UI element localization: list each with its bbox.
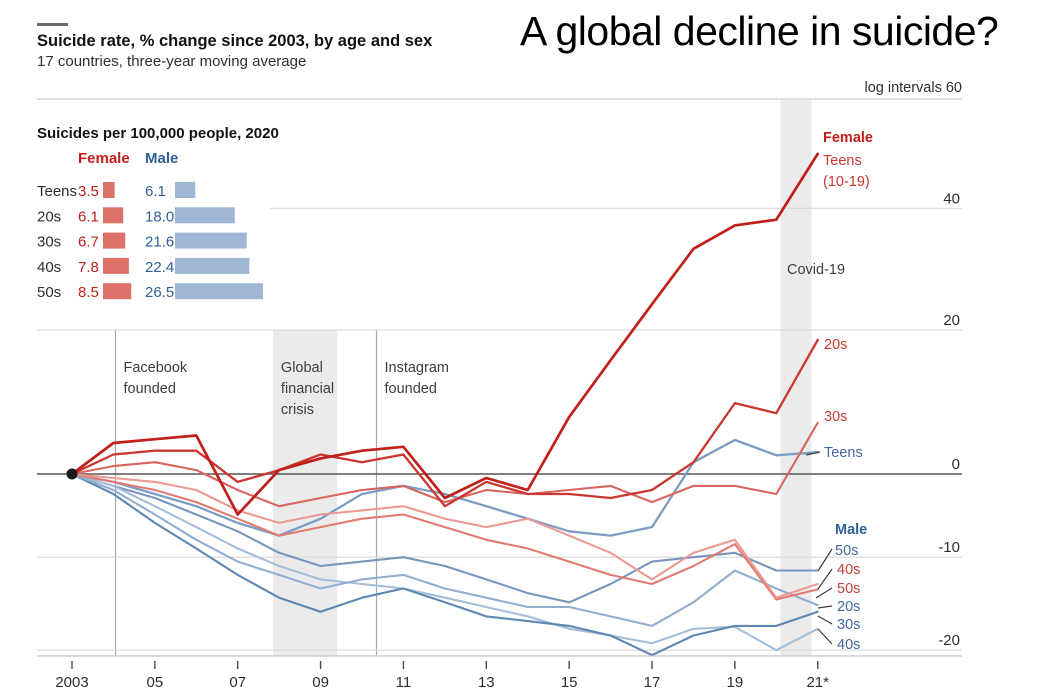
- label-leader-4: [817, 615, 833, 625]
- legend-male-value-Teens: 6.1: [145, 183, 166, 200]
- legend-female-value-30s: 6.7: [78, 234, 99, 251]
- legend-male-value-30s: 21.6: [145, 234, 174, 251]
- event-label-1-2: crisis: [281, 402, 314, 418]
- series-male-male-20s: [70, 472, 819, 627]
- event-label-0-1: founded: [124, 381, 176, 397]
- series-label-7-male: Male: [835, 522, 867, 538]
- xtick-label-11: 11: [396, 674, 412, 691]
- series-male-male-30s: [70, 472, 819, 657]
- series-female-female-30s: [70, 421, 819, 508]
- xtick-label-19: 19: [727, 674, 744, 691]
- ytick-40: 40: [943, 190, 960, 207]
- legend-female-value-50s: 8.5: [78, 284, 99, 301]
- legend-male-bar-30s: [175, 232, 247, 249]
- event-label-1-1: financial: [281, 381, 334, 397]
- legend-title: Suicides per 100,000 people, 2020: [37, 125, 279, 142]
- legend-male-bar-20s: [175, 207, 235, 224]
- label-leader-1: [817, 568, 833, 590]
- legend-male-value-20s: 18.0: [145, 208, 174, 225]
- xtick-label-07: 07: [229, 674, 246, 691]
- legend-female-header: Female: [78, 150, 130, 167]
- series-label-11-20s: 20s: [837, 599, 860, 615]
- series-label-8-50s: 50s: [835, 543, 858, 559]
- legend-row-label-20s: 20s: [37, 208, 61, 225]
- series-label-6-teens: Teens: [824, 445, 863, 461]
- legend-male-bar-Teens: [175, 182, 196, 198]
- series-label-9-40s: 40s: [837, 562, 860, 578]
- legend-row-label-40s: 40s: [37, 259, 61, 276]
- series-label-4-20s: 20s: [824, 337, 847, 353]
- label-leader-5: [817, 628, 833, 645]
- series-female-female-20s: [70, 338, 819, 508]
- legend-female-bar-Teens: [103, 182, 115, 198]
- xtick-label-15: 15: [561, 674, 578, 691]
- legend-female-value-40s: 7.8: [78, 259, 99, 276]
- xtick-label-2003: 2003: [55, 674, 88, 691]
- series-label-5-30s: 30s: [824, 409, 847, 425]
- legend-row-label-Teens: Teens: [37, 183, 77, 200]
- event-band-1: [272, 330, 338, 656]
- legend-male-value-40s: 22.4: [145, 259, 174, 276]
- legend-female-value-20s: 6.1: [78, 208, 99, 225]
- legend-row-label-50s: 50s: [37, 284, 61, 301]
- y-axis-note: log intervals 60: [864, 80, 962, 96]
- chart-subtitle: 17 countries, three-year moving average: [37, 53, 307, 70]
- xtick-label-05: 05: [147, 674, 164, 691]
- xtick-label-13: 13: [478, 674, 495, 691]
- label-leader-6: [805, 451, 821, 456]
- series-label-10-50s: 50s: [837, 581, 860, 597]
- series-female-female-40s: [70, 472, 819, 599]
- label-leader-2: [815, 587, 833, 599]
- chart-title: Suicide rate, % change since 2003, by ag…: [37, 32, 433, 50]
- legend-female-bar-50s: [103, 283, 132, 300]
- ytick--10: -10: [938, 539, 960, 556]
- legend-male-bar-40s: [175, 257, 250, 274]
- series-label-1-teens: Teens: [823, 153, 862, 169]
- ytick--20: -20: [938, 632, 960, 649]
- ytick-20: 20: [943, 312, 960, 329]
- label-leader-0: [817, 548, 833, 572]
- legend-male-value-50s: 26.5: [145, 284, 174, 301]
- event-label-2-1: founded: [385, 381, 437, 397]
- legend-female-bar-40s: [103, 257, 129, 274]
- series-male-male-50s: [70, 472, 819, 604]
- slide-headline: A global decline in suicide?: [520, 8, 999, 54]
- legend-male-bar-50s: [175, 283, 263, 300]
- header-tag-dash: [37, 23, 68, 26]
- legend-female-bar-20s: [103, 207, 124, 224]
- series-label-3-covid-19: Covid-19: [787, 262, 845, 278]
- series-label-0-female: Female: [823, 130, 873, 146]
- legend-row-label-30s: 30s: [37, 234, 61, 251]
- xtick-label-21*: 21*: [806, 674, 829, 691]
- event-label-2-0: Instagram: [385, 360, 449, 376]
- series-female-female-50s: [70, 472, 819, 601]
- start-marker-dot: [66, 468, 78, 480]
- legend-female-value-Teens: 3.5: [78, 183, 99, 200]
- series-label-13-40s: 40s: [837, 637, 860, 653]
- event-label-0-0: Facebook: [124, 360, 188, 376]
- series-label-12-30s: 30s: [837, 617, 860, 633]
- ytick-0: 0: [952, 456, 960, 473]
- series-label-2--10-19-: (10-19): [823, 174, 870, 190]
- xtick-label-09: 09: [312, 674, 329, 691]
- event-label-1-0: Global: [281, 360, 323, 376]
- series-female-female-teens-10-19-: [70, 152, 820, 516]
- xtick-label-17: 17: [644, 674, 661, 691]
- label-leader-3: [817, 605, 833, 609]
- series-male-male-40s: [70, 472, 819, 652]
- legend-male-header: Male: [145, 150, 178, 167]
- legend-female-bar-30s: [103, 232, 126, 249]
